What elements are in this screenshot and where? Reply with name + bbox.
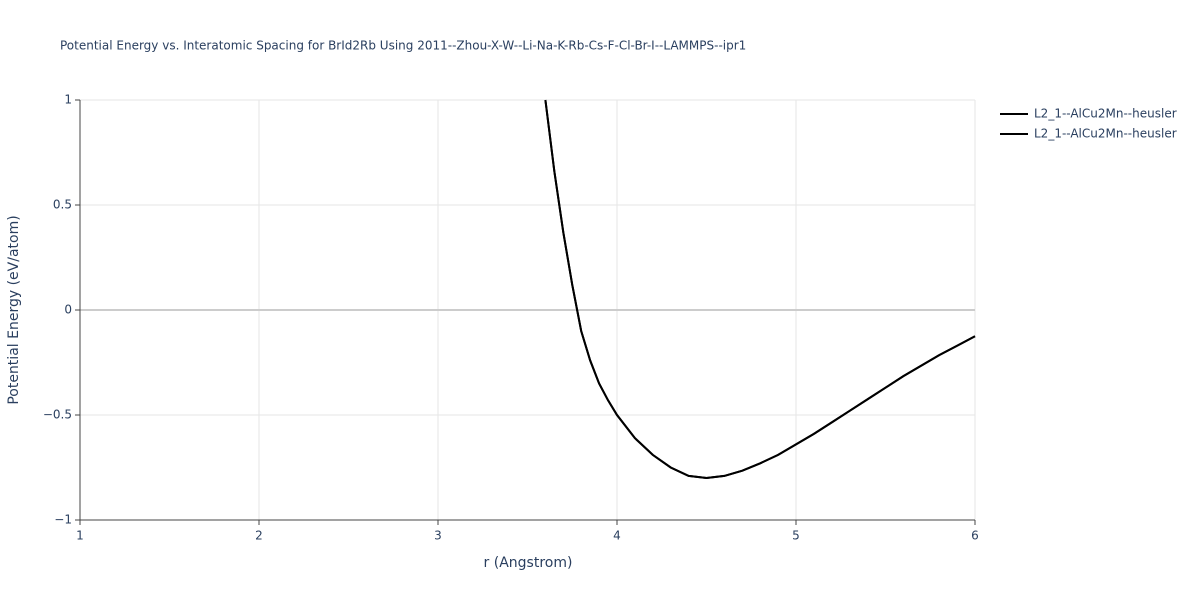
y-tick-label: −1 [54,513,72,527]
y-tick-label: −0.5 [43,408,72,422]
x-tick-label: 1 [76,529,84,543]
legend-label: L2_1--AlCu2Mn--heusler [1034,107,1177,121]
x-tick-label: 6 [971,529,979,543]
y-axis-label: Potential Energy (eV/atom) [6,215,22,404]
x-axis-label: r (Angstrom) [484,555,573,571]
x-tick-label: 5 [792,529,800,543]
y-tick-label: 1 [64,93,72,107]
x-tick-label: 2 [255,529,263,543]
line-series [544,99,976,480]
x-tick-label: 4 [613,529,621,543]
y-tick-label: 0 [64,303,72,317]
line-series [544,99,976,480]
chart-title: Potential Energy vs. Interatomic Spacing… [60,39,746,53]
legend-label: L2_1--AlCu2Mn--heusler [1034,127,1177,141]
y-tick-label: 0.5 [53,198,72,212]
x-tick-label: 3 [434,529,442,543]
